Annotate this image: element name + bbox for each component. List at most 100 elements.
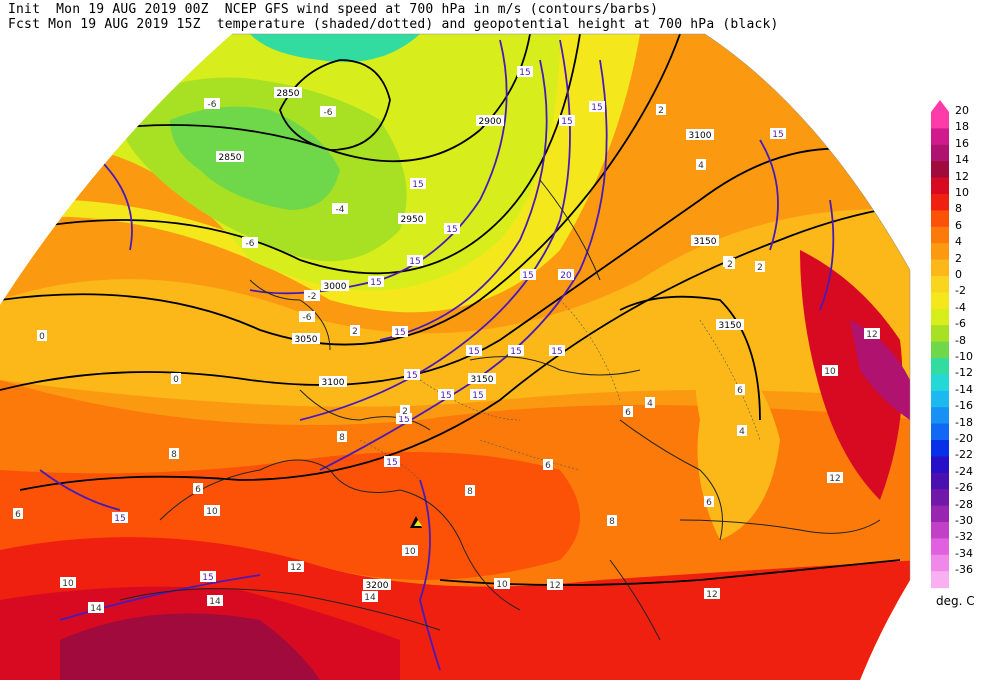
wind-speed-label-box	[404, 369, 420, 380]
colorbar-level-label: -14	[955, 382, 973, 396]
height-label-box	[319, 376, 347, 387]
colorbar-level-label: 0	[955, 268, 962, 281]
wind-speed-label: 15	[202, 573, 213, 583]
height-label-box	[363, 579, 391, 590]
colorbar-swatch	[931, 505, 949, 523]
colorbar-swatch	[931, 341, 949, 359]
height-label: 3150	[471, 375, 494, 385]
colorbar-level-label: -32	[955, 530, 973, 544]
colorbar-swatch	[931, 423, 949, 441]
colorbar-swatch	[931, 390, 949, 408]
wind-speed-label: 15	[468, 347, 479, 357]
temperature-label-box	[494, 578, 510, 589]
wind-speed-label: 15	[114, 514, 125, 524]
height-label-box	[476, 115, 504, 126]
temperature-label: 8	[171, 450, 177, 460]
temperature-label-box	[88, 602, 104, 613]
wind-speed-label-box	[410, 178, 426, 189]
wind-speed-label-box	[559, 115, 575, 126]
temp-east-14	[850, 320, 910, 420]
temperature-label: 4	[739, 427, 745, 437]
wind-speed-label-box	[392, 326, 408, 337]
colorbar-swatch	[931, 161, 949, 179]
temperature-label-box	[696, 159, 706, 170]
temperature-label: 6	[545, 461, 551, 471]
colorbar-swatch	[931, 210, 949, 228]
wind-speed-label: 15	[472, 391, 483, 401]
colorbar-level-label: 2	[955, 251, 962, 265]
wind-speed-label: 15	[370, 278, 381, 288]
wind-speed-label-box	[200, 571, 216, 582]
colorbar-level-label: 12	[955, 169, 969, 183]
temperature-label: 8	[609, 517, 615, 527]
temperature-label: 8	[467, 487, 473, 497]
colorbar-swatch	[931, 325, 949, 343]
colorbar-swatch	[931, 554, 949, 572]
colorbar-level-label: -30	[955, 514, 973, 527]
colorbar-level-label: 4	[955, 235, 962, 249]
colorbar-swatch	[931, 522, 949, 539]
temperature-label: -6	[208, 100, 217, 110]
temp-east-12	[800, 250, 903, 500]
temperature-label: 14	[209, 597, 221, 607]
colorbar-swatch	[931, 472, 949, 490]
temperature-label: 10	[62, 579, 74, 589]
colorbar-level-label: -16	[955, 399, 973, 413]
height-label-box	[468, 373, 496, 384]
wind-speed-label: 15	[394, 328, 405, 338]
colorbar-level-label: -8	[955, 333, 966, 347]
temperature-label-box	[755, 261, 765, 272]
colorbar-swatch	[931, 194, 949, 211]
height-label: 3050	[295, 335, 318, 345]
temperature-label: 6	[15, 510, 21, 520]
temperature-label-box	[725, 258, 735, 269]
colorbar-level-label: 16	[955, 136, 969, 150]
colorbar-level-label: -6	[955, 317, 966, 331]
wind-speed-label: 15	[551, 347, 562, 357]
colorbar-level-label: 20	[955, 104, 969, 117]
colorbar-swatch	[931, 144, 949, 162]
temperature-label-box	[623, 406, 633, 417]
colorbar-swatch	[931, 177, 949, 195]
temperature-label-box	[171, 373, 181, 384]
temperature-label-box	[402, 545, 418, 556]
wind-speed-label: 15	[561, 117, 572, 127]
wind-speed-label-box	[517, 66, 533, 77]
height-label-box	[691, 235, 719, 246]
wind-speed-label: 15	[522, 271, 533, 281]
wind-speed-label: 15	[412, 180, 423, 190]
temperature-label: 6	[625, 408, 631, 418]
colorbar-swatch	[931, 358, 949, 375]
temperature-label-box	[864, 328, 880, 339]
temperature-label: 12	[290, 563, 301, 573]
wind-speed-label: 15	[406, 371, 417, 381]
temp-band-14	[60, 613, 320, 680]
temperature-label: 8	[339, 433, 345, 443]
height-label-box	[292, 333, 320, 344]
temperature-label-box	[547, 579, 563, 590]
temperature-label-box	[645, 397, 655, 408]
colorbar-swatch	[931, 456, 949, 474]
temp-band-minus6	[170, 106, 340, 210]
temperature-label: 10	[496, 580, 508, 590]
temperature-label-box	[304, 290, 320, 301]
temperature-label-box	[60, 577, 76, 588]
wind-speed-label: 15	[440, 391, 451, 401]
wind-speed-label-box	[396, 413, 412, 424]
temperature-label: 2	[757, 263, 763, 273]
temp-band-minus8	[250, 34, 420, 63]
wind-speed-label: 15	[772, 130, 783, 140]
colorbar-swatch	[931, 571, 949, 589]
colorbar-level-label: -2	[955, 284, 966, 298]
wind-speed-label-box	[549, 345, 565, 356]
temperature-label: 10	[824, 367, 836, 377]
height-label: 3100	[322, 378, 345, 388]
height-label-box	[216, 151, 244, 162]
temperature-label: 4	[647, 399, 653, 409]
wind-speed-label-box	[466, 345, 482, 356]
temperature-label-box	[465, 485, 475, 496]
colorbar-swatch	[931, 308, 949, 326]
colorbar-swatch	[931, 374, 949, 392]
temp-band-0-2	[0, 34, 640, 313]
temperature-label: 4	[698, 161, 704, 171]
